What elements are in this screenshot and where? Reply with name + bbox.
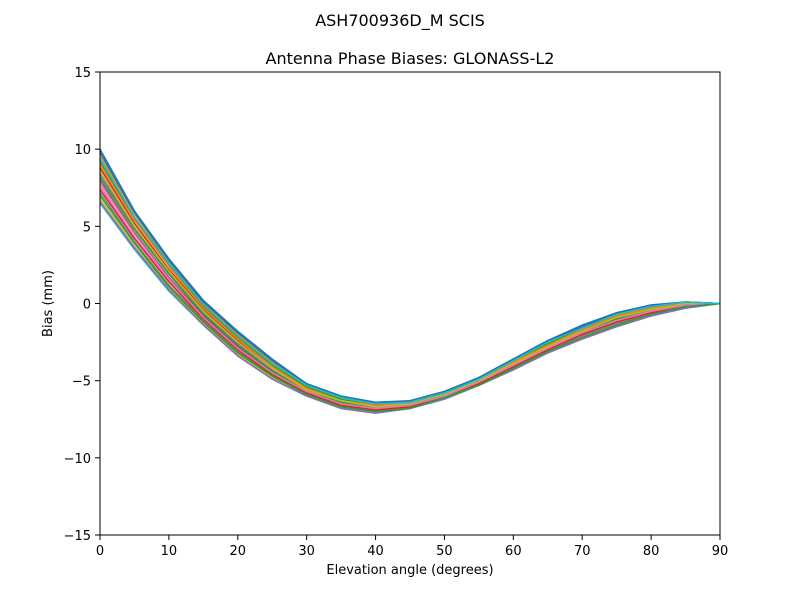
y-tick-label: 15 [74,66,91,81]
x-tick-label: 60 [505,544,522,559]
y-tick-label: −10 [64,452,91,467]
x-tick-label: 20 [230,544,247,559]
series-line-16 [100,170,720,408]
x-tick-label: 80 [643,544,660,559]
series-lines [100,148,720,414]
series-line-17 [100,182,720,410]
x-tick-label: 30 [298,544,315,559]
y-tick-label: 5 [83,220,91,235]
y-axis: −15 −10 −5 0 5 10 15 [64,66,100,544]
chart-title: Antenna Phase Biases: GLONASS-L2 [266,49,555,68]
x-tick-label: 10 [161,544,178,559]
series-line-19 [100,158,720,405]
series-line-14 [100,188,720,411]
x-tick-label: 40 [367,544,384,559]
chart-suptitle: ASH700936D_M SCIS [315,11,485,31]
y-tick-label: 10 [74,143,91,158]
series-line-18 [100,195,720,413]
series-line-11 [100,151,720,405]
y-tick-label: −5 [72,375,91,390]
x-axis: 0 10 20 30 40 50 60 70 80 90 [96,535,728,559]
y-tick-label: 0 [83,298,91,313]
x-axis-label: Elevation angle (degrees) [326,563,493,578]
y-tick-label: −15 [64,529,91,544]
x-tick-label: 50 [436,544,453,559]
x-tick-label: 70 [574,544,591,559]
x-tick-label: 90 [712,544,729,559]
x-tick-label: 0 [96,544,104,559]
y-axis-label: Bias (mm) [41,270,56,337]
